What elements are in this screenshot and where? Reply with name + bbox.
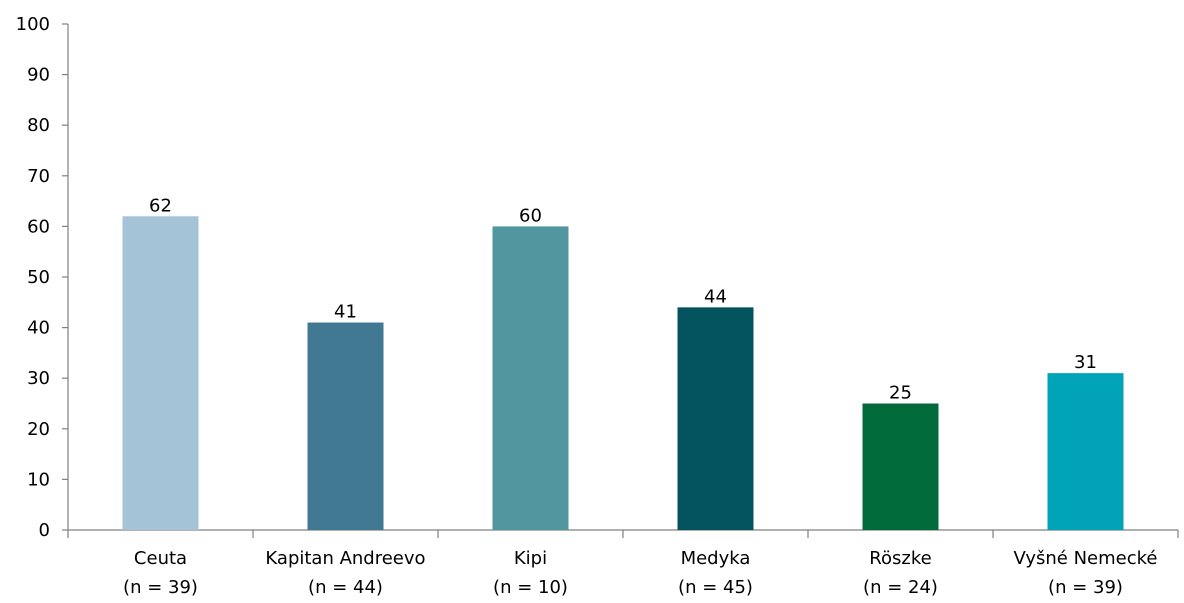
bar (1047, 373, 1124, 530)
category-sample-size: (n = 39) (123, 577, 198, 598)
y-tick-label: 10 (27, 469, 50, 490)
category-label: Vyšné Nemecké (1014, 548, 1158, 569)
category-sample-size: (n = 10) (493, 577, 568, 598)
y-tick-label: 90 (27, 65, 50, 86)
y-tick-label: 60 (27, 216, 50, 237)
bar (677, 307, 754, 530)
bar (862, 403, 939, 530)
data-label: 44 (704, 286, 727, 307)
data-label: 60 (519, 205, 542, 226)
category-label: Ceuta (134, 548, 187, 569)
y-tick-label: 0 (39, 520, 50, 541)
data-label: 41 (334, 302, 357, 323)
data-labels: 62 41 60 44 25 31 (149, 195, 1097, 403)
y-tick-label: 100 (16, 14, 50, 35)
bar (122, 216, 199, 530)
y-tick-label: 20 (27, 419, 50, 440)
data-label: 62 (149, 195, 172, 216)
y-tick-label: 40 (27, 318, 50, 339)
bars (122, 216, 1124, 530)
y-tick-label: 30 (27, 368, 50, 389)
y-tick-label: 50 (27, 267, 50, 288)
data-label: 31 (1074, 352, 1097, 373)
bar (492, 226, 569, 530)
x-axis (67, 529, 1179, 538)
category-sample-size: (n = 45) (678, 577, 753, 598)
bar (307, 322, 384, 530)
category-sample-size: (n = 39) (1048, 577, 1123, 598)
category-sample-size: (n = 24) (863, 577, 938, 598)
category-label: Medyka (681, 548, 751, 569)
y-axis: 0 10 20 30 40 50 60 70 80 90 100 (16, 14, 69, 541)
category-sample-size: (n = 44) (308, 577, 383, 598)
category-labels: Ceuta (n = 39) Kapitan Andreevo (n = 44) Kip… (123, 548, 1157, 598)
y-tick-label: 70 (27, 166, 50, 187)
y-tick-label: 80 (27, 115, 50, 136)
category-label: Röszke (869, 548, 931, 569)
category-label: Kipi (514, 548, 547, 569)
category-label: Kapitan Andreevo (265, 548, 425, 569)
data-label: 25 (889, 383, 912, 404)
